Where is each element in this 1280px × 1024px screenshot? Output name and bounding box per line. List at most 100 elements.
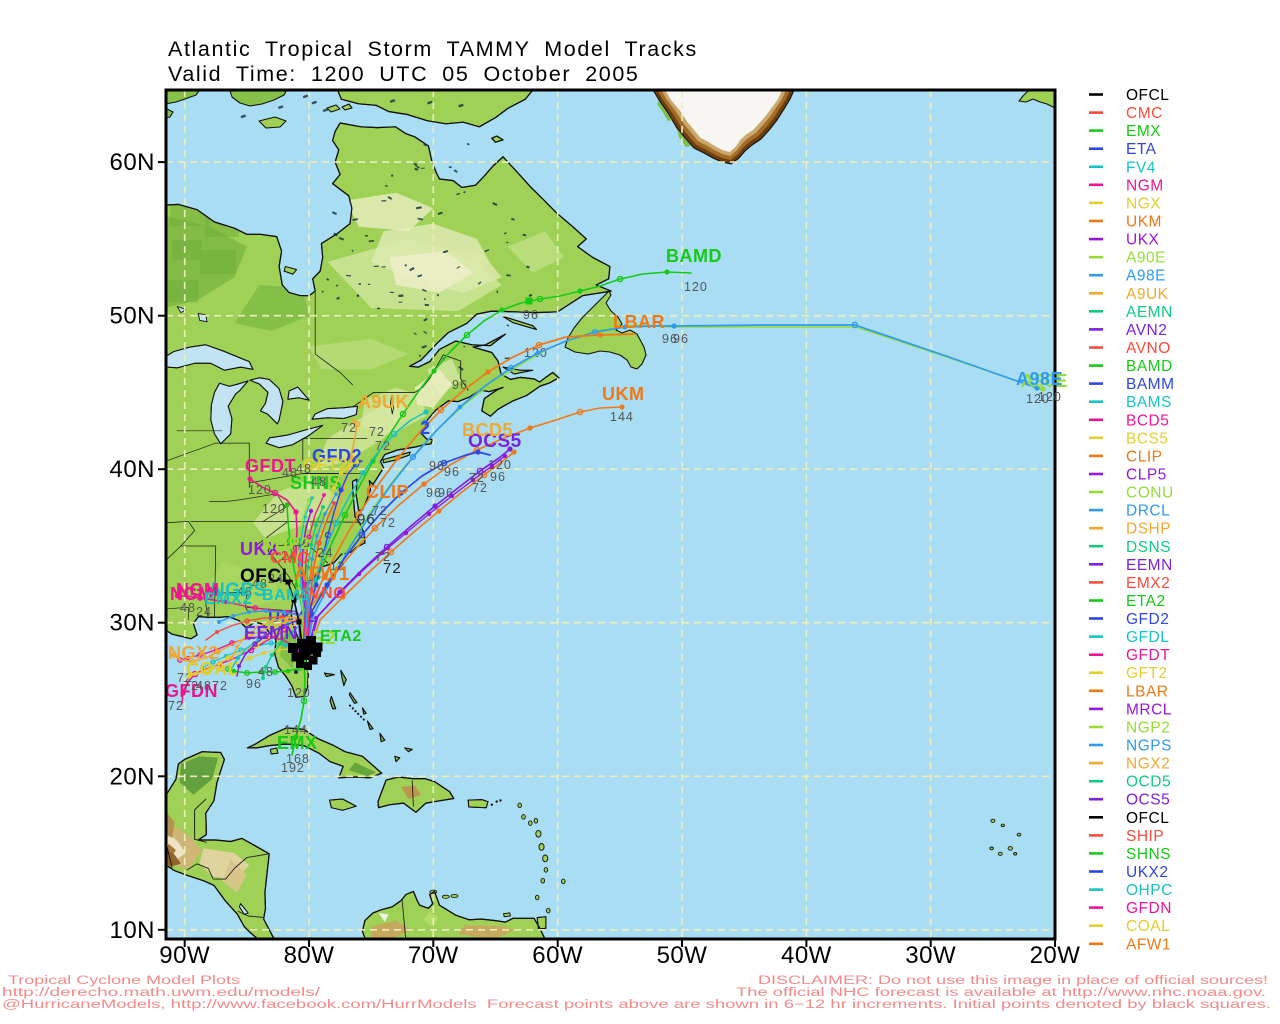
svg-text:A90E: A90E xyxy=(1021,371,1068,391)
svg-text:120: 120 xyxy=(248,483,272,497)
svg-text:20N: 20N xyxy=(109,763,155,790)
svg-text:120: 120 xyxy=(262,502,286,516)
svg-text:40W: 40W xyxy=(781,942,832,969)
svg-text:ETA2: ETA2 xyxy=(1126,593,1166,610)
svg-text:CMC: CMC xyxy=(270,548,310,567)
svg-text:UKX: UKX xyxy=(240,539,280,559)
svg-text:168: 168 xyxy=(286,752,310,766)
svg-text:NGX: NGX xyxy=(1126,195,1161,212)
svg-text:72: 72 xyxy=(212,679,228,693)
svg-text:SHNS: SHNS xyxy=(290,473,342,493)
svg-text:96: 96 xyxy=(438,486,454,500)
svg-text:30N: 30N xyxy=(109,610,155,637)
svg-text:DISCLAIMER: Do not use this im: DISCLAIMER: Do not use this image in pla… xyxy=(758,975,1268,987)
svg-text:UKM: UKM xyxy=(1126,214,1162,231)
svg-text:120: 120 xyxy=(1038,390,1062,404)
svg-text:72: 72 xyxy=(380,516,396,530)
svg-text:@HurricaneModels, http://www.f: @HurricaneModels, http://www.facebook.co… xyxy=(2,999,1271,1011)
svg-text:BAMD: BAMD xyxy=(1126,358,1173,375)
svg-text:NGPS: NGPS xyxy=(211,580,267,601)
svg-text:FV4: FV4 xyxy=(1126,159,1156,176)
svg-text:A9UK: A9UK xyxy=(358,392,409,412)
svg-text:GFT2: GFT2 xyxy=(1126,665,1168,682)
svg-text:40N: 40N xyxy=(109,456,155,483)
svg-text:72: 72 xyxy=(469,471,485,485)
svg-text:48: 48 xyxy=(258,665,274,679)
svg-text:MRCL: MRCL xyxy=(1126,701,1172,718)
svg-text:96: 96 xyxy=(357,511,376,528)
svg-text:70W: 70W xyxy=(408,942,459,969)
svg-text:AEMN: AEMN xyxy=(1126,304,1173,321)
svg-text:ETA2: ETA2 xyxy=(320,628,362,645)
svg-text:A90E: A90E xyxy=(1126,250,1166,267)
svg-text:96: 96 xyxy=(444,465,460,479)
svg-text:60N: 60N xyxy=(109,149,155,176)
svg-text:GFT2: GFT2 xyxy=(303,455,348,474)
svg-text:GFDT: GFDT xyxy=(245,456,296,476)
svg-text:BAMM: BAMM xyxy=(1126,376,1175,393)
svg-text:96: 96 xyxy=(429,459,445,473)
svg-text:50N: 50N xyxy=(109,303,155,330)
svg-text:Valid Time: 1200 UTC 05 Octobe: Valid Time: 1200 UTC 05 October 2005 xyxy=(168,62,639,86)
svg-text:OCD5: OCD5 xyxy=(1126,774,1171,791)
svg-text:AVNO: AVNO xyxy=(1126,340,1171,357)
svg-text:12: 12 xyxy=(330,559,345,573)
svg-text:120: 120 xyxy=(488,458,512,472)
svg-text:LBAR: LBAR xyxy=(613,312,665,332)
svg-text:COAL: COAL xyxy=(1126,918,1170,935)
svg-text:NGM: NGM xyxy=(1126,177,1164,194)
svg-text:96: 96 xyxy=(490,470,506,484)
svg-text:AVNO: AVNO xyxy=(299,585,346,602)
svg-text:http://derecho.math.uwm.edu/mo: http://derecho.math.uwm.edu/models/ xyxy=(2,987,321,999)
svg-text:72: 72 xyxy=(372,504,388,518)
svg-text:AFW1: AFW1 xyxy=(1126,936,1171,953)
svg-text:DSNS: DSNS xyxy=(1126,539,1171,556)
svg-text:60W: 60W xyxy=(532,942,583,969)
svg-text:SHIP: SHIP xyxy=(1126,828,1164,845)
svg-text:A9UK: A9UK xyxy=(1126,286,1169,303)
svg-text:ETA: ETA xyxy=(1126,141,1157,158)
svg-text:24: 24 xyxy=(196,605,212,619)
svg-text:BAMS: BAMS xyxy=(262,587,311,604)
svg-text:72: 72 xyxy=(472,481,488,495)
svg-text:CONU: CONU xyxy=(1126,485,1174,502)
svg-text:20W: 20W xyxy=(1030,942,1081,969)
svg-text:72: 72 xyxy=(369,425,385,439)
svg-text:OFCL: OFCL xyxy=(1126,87,1169,104)
svg-text:GFDT: GFDT xyxy=(1126,647,1170,664)
svg-text:BCS5: BCS5 xyxy=(1126,430,1169,447)
svg-text:A98E: A98E xyxy=(1126,268,1166,285)
svg-text:AVN2: AVN2 xyxy=(1126,322,1167,339)
svg-text:COAL: COAL xyxy=(186,659,239,679)
svg-text:GFDL: GFDL xyxy=(1126,629,1169,646)
svg-text:144: 144 xyxy=(284,723,308,737)
svg-text:48: 48 xyxy=(180,601,196,615)
svg-text:2: 2 xyxy=(420,418,431,438)
svg-text:96: 96 xyxy=(662,332,678,346)
svg-text:48: 48 xyxy=(296,462,312,476)
svg-text:NGP2: NGP2 xyxy=(1126,720,1170,737)
svg-text:120: 120 xyxy=(684,280,708,294)
svg-text:UKX: UKX xyxy=(1126,232,1160,249)
svg-text:LBAR: LBAR xyxy=(1126,683,1169,700)
svg-text:48: 48 xyxy=(237,585,253,599)
svg-text:OHPC: OHPC xyxy=(1126,882,1173,899)
svg-text:OCS5: OCS5 xyxy=(468,431,522,452)
svg-text:90W: 90W xyxy=(159,942,210,969)
svg-text:72: 72 xyxy=(341,421,357,435)
svg-text:NGX2: NGX2 xyxy=(1126,756,1170,773)
svg-text:24: 24 xyxy=(317,545,333,560)
svg-text:GFDN: GFDN xyxy=(165,681,218,701)
svg-text:48: 48 xyxy=(311,475,327,489)
svg-text:72: 72 xyxy=(375,550,391,564)
svg-text:96: 96 xyxy=(452,378,468,392)
svg-text:DSHP: DSHP xyxy=(1126,521,1171,538)
svg-text:GFD2: GFD2 xyxy=(1126,611,1169,628)
svg-text:120: 120 xyxy=(287,686,311,700)
svg-text:144: 144 xyxy=(610,410,634,424)
svg-text:GFD2: GFD2 xyxy=(312,446,362,466)
svg-text:NGX2: NGX2 xyxy=(168,643,219,663)
svg-text:CLIP: CLIP xyxy=(1126,448,1162,465)
svg-text:CLIP: CLIP xyxy=(366,482,409,502)
svg-text:10N: 10N xyxy=(109,917,155,944)
